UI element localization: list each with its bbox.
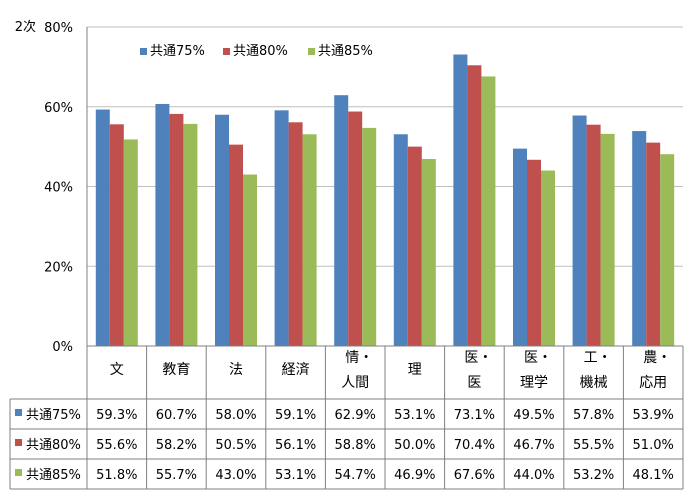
bar-3-10 (660, 154, 675, 346)
data-label: 44.0% (513, 468, 554, 483)
y-axis-label: 2次 (15, 19, 36, 35)
data-label: 54.7% (335, 468, 376, 483)
x-category-label: 機械 (580, 375, 608, 391)
data-label: 58.8% (335, 438, 376, 453)
data-label: 57.8% (573, 408, 614, 423)
bar-1-7 (453, 54, 468, 347)
data-label: 50.0% (394, 438, 435, 453)
bar-2-10 (646, 142, 661, 346)
data-label: 50.5% (215, 438, 256, 453)
data-label: 67.6% (454, 468, 495, 483)
bar-3-4 (302, 134, 317, 346)
bar-1-2 (155, 103, 170, 347)
bar-1-8 (513, 148, 527, 346)
legend-entry-2: 共通80% (233, 44, 288, 59)
table-legend-key-1 (15, 409, 22, 416)
data-label: 48.1% (633, 468, 674, 483)
data-label: 51.8% (96, 468, 137, 483)
bar-1-9 (572, 115, 587, 347)
data-label: 55.5% (573, 438, 614, 453)
x-category-label: 教育 (162, 362, 190, 378)
table-legend-key-2 (15, 439, 22, 446)
y-tick-label: 0% (52, 340, 73, 355)
bar-3-7 (481, 76, 496, 346)
x-category-label: 情・ (345, 350, 373, 366)
bar-3-3 (243, 174, 257, 346)
legend-swatch-1 (140, 48, 147, 55)
x-category-label: 理学 (520, 375, 548, 391)
bar-2-7 (467, 65, 482, 346)
bar-3-9 (600, 133, 615, 346)
legend-entry-3: 共通85% (318, 44, 373, 59)
x-category-label: 医 (467, 375, 481, 391)
table-legend-key-3 (15, 469, 22, 476)
table-row-label: 共通75% (26, 408, 81, 423)
y-tick-label: 20% (44, 260, 73, 275)
data-label: 62.9% (335, 408, 376, 423)
x-category-label: 法 (229, 362, 243, 378)
bar-2-4 (288, 122, 303, 347)
data-label: 53.2% (573, 468, 614, 483)
bar-2-8 (527, 159, 541, 346)
data-label: 59.1% (275, 408, 316, 423)
y-tick-label: 60% (44, 101, 73, 116)
bar-3-6 (421, 158, 436, 346)
bar-2-9 (586, 124, 601, 346)
bar-3-5 (362, 127, 377, 346)
x-category-label: 工・ (584, 350, 612, 366)
data-label: 46.7% (513, 438, 554, 453)
x-category-label: 経済 (282, 362, 310, 378)
data-label: 49.5% (513, 408, 554, 423)
bar-3-1 (123, 139, 138, 346)
table-row-label: 共通85% (26, 468, 81, 483)
legend-swatch-3 (308, 48, 315, 55)
table-row-label: 共通80% (26, 438, 81, 453)
x-category-label: 医・ (464, 350, 492, 366)
y-tick-label: 80% (44, 21, 73, 36)
x-category-label: 文 (110, 362, 124, 378)
x-category-label: 理 (408, 362, 422, 378)
legend-swatch-2 (223, 48, 230, 55)
bar-2-5 (348, 111, 363, 346)
bar-2-1 (109, 124, 124, 346)
data-label: 73.1% (454, 408, 495, 423)
data-label: 53.9% (633, 408, 674, 423)
data-label: 59.3% (96, 408, 137, 423)
x-category-label: 農・ (643, 350, 671, 366)
x-category-label: 人間 (341, 375, 369, 391)
bar-1-4 (274, 110, 289, 347)
bar-2-2 (169, 113, 184, 347)
bar-3-8 (541, 170, 555, 346)
bar-1-3 (215, 114, 229, 346)
y-tick-label: 40% (44, 181, 73, 196)
bar-1-5 (334, 95, 349, 346)
data-label: 60.7% (156, 408, 197, 423)
data-label: 46.9% (394, 468, 435, 483)
data-label: 58.0% (215, 408, 256, 423)
bar-1-10 (632, 131, 647, 346)
data-label: 43.0% (215, 468, 256, 483)
bar-2-6 (407, 146, 422, 346)
data-label: 55.6% (96, 438, 137, 453)
bar-3-2 (183, 123, 198, 347)
data-label: 56.1% (275, 438, 316, 453)
bar-1-1 (95, 109, 110, 346)
data-label: 53.1% (275, 468, 316, 483)
legend-entry-1: 共通75% (150, 44, 205, 59)
data-label: 70.4% (454, 438, 495, 453)
x-category-label: 医・ (524, 350, 552, 366)
data-label: 55.7% (156, 468, 197, 483)
bar-1-6 (393, 134, 408, 346)
data-label: 53.1% (394, 408, 435, 423)
data-label: 51.0% (633, 438, 674, 453)
data-label: 58.2% (156, 438, 197, 453)
x-category-label: 応用 (639, 375, 667, 391)
bar-2-3 (229, 144, 243, 346)
